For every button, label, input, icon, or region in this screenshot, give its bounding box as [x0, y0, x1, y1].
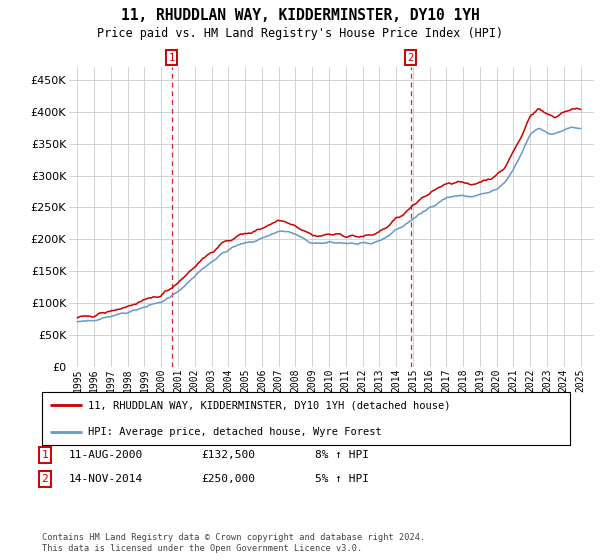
- Text: £132,500: £132,500: [201, 450, 255, 460]
- Text: 14-NOV-2014: 14-NOV-2014: [69, 474, 143, 484]
- Text: Price paid vs. HM Land Registry's House Price Index (HPI): Price paid vs. HM Land Registry's House …: [97, 27, 503, 40]
- Text: 11-AUG-2000: 11-AUG-2000: [69, 450, 143, 460]
- FancyBboxPatch shape: [42, 392, 570, 445]
- Text: 11, RHUDDLAN WAY, KIDDERMINSTER, DY10 1YH (detached house): 11, RHUDDLAN WAY, KIDDERMINSTER, DY10 1Y…: [88, 400, 451, 410]
- Text: 11, RHUDDLAN WAY, KIDDERMINSTER, DY10 1YH: 11, RHUDDLAN WAY, KIDDERMINSTER, DY10 1Y…: [121, 8, 479, 24]
- Text: HPI: Average price, detached house, Wyre Forest: HPI: Average price, detached house, Wyre…: [88, 427, 382, 437]
- Text: 8% ↑ HPI: 8% ↑ HPI: [315, 450, 369, 460]
- Text: 2: 2: [407, 53, 414, 63]
- Text: 2: 2: [41, 474, 49, 484]
- Text: 5% ↑ HPI: 5% ↑ HPI: [315, 474, 369, 484]
- Text: Contains HM Land Registry data © Crown copyright and database right 2024.
This d: Contains HM Land Registry data © Crown c…: [42, 533, 425, 553]
- Text: 1: 1: [169, 53, 175, 63]
- Text: £250,000: £250,000: [201, 474, 255, 484]
- Text: 1: 1: [41, 450, 49, 460]
